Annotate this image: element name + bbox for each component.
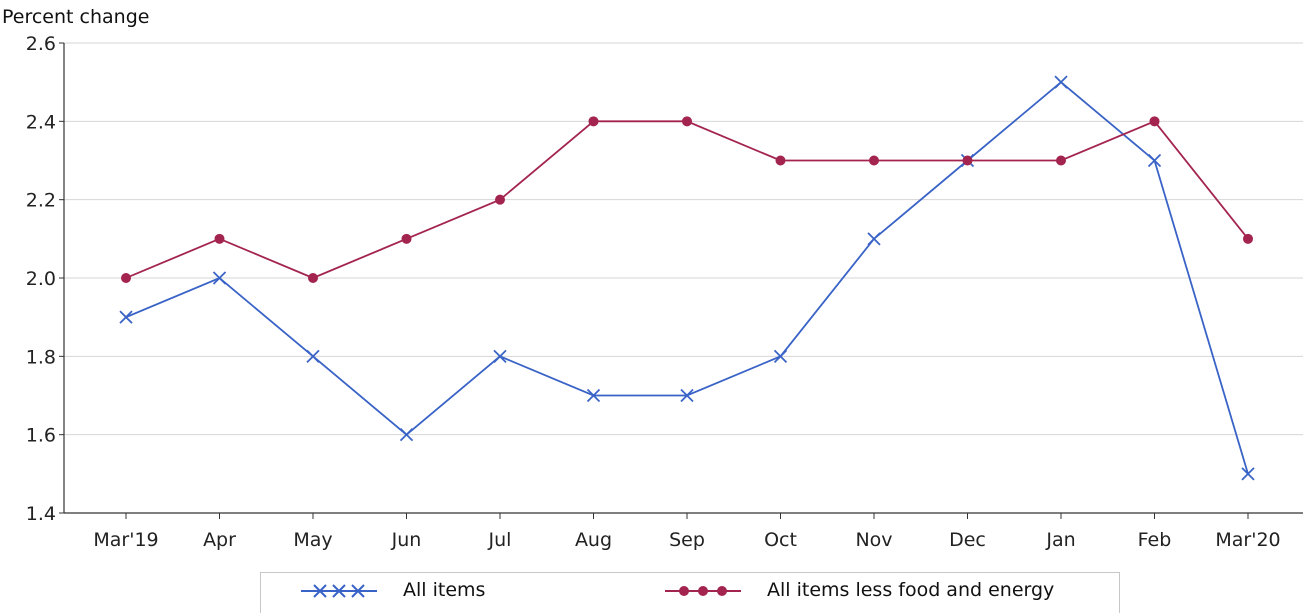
series (119, 75, 1255, 481)
x-tick-label: Feb (1138, 529, 1172, 551)
data-point (682, 116, 692, 127)
data-point (1243, 233, 1253, 244)
data-point (214, 233, 225, 244)
x-tick-label: Oct (764, 529, 797, 551)
series-all-items (119, 75, 1255, 481)
data-point (962, 155, 973, 166)
x-tick-label: Sep (669, 529, 705, 551)
x-tick-label: Aug (575, 529, 612, 551)
legend-label-core: All items less food and energy (767, 579, 1055, 601)
data-point (775, 155, 786, 166)
data-point (495, 194, 505, 205)
data-point (869, 155, 879, 166)
x-tick-label: Dec (949, 529, 986, 551)
data-point (493, 349, 507, 363)
dot-marker-line-icon (665, 586, 741, 596)
axes: 1.4 1.6 1.8 2.0 2.2 2.4 2.6 Mar'19 Apr May Jun Jul A… (26, 33, 1303, 551)
x-tick-label: Jun (391, 529, 422, 551)
series-core (121, 116, 1253, 283)
legend: All items All items less food and energy (260, 572, 1120, 613)
data-point (1149, 116, 1160, 127)
data-point (588, 116, 599, 127)
y-tick-label: 2.2 (26, 190, 56, 212)
data-point (401, 233, 412, 244)
data-point (586, 388, 601, 403)
data-point (867, 232, 881, 246)
x-tick-label: Nov (855, 529, 892, 551)
x-tick-label: Jul (488, 529, 512, 551)
y-tick-label: 1.8 (26, 346, 56, 368)
y-tick-label: 2.6 (26, 33, 56, 55)
y-axis-label: Percent change (2, 6, 150, 28)
data-point (399, 428, 414, 442)
y-tick-label: 1.6 (26, 425, 56, 447)
y-tick-label: 2.0 (26, 268, 56, 290)
x-marker-line-icon (301, 584, 377, 598)
x-tick-label: Mar'20 (1215, 529, 1280, 551)
data-point (680, 388, 694, 403)
x-tick-label: Apr (203, 529, 236, 551)
data-point (119, 310, 133, 324)
data-point (212, 271, 227, 285)
legend-label-all-items: All items (403, 579, 486, 601)
x-tick-label: Mar'19 (93, 529, 158, 551)
data-point (773, 349, 788, 363)
data-point (306, 349, 320, 363)
data-point (1056, 155, 1066, 166)
data-point (1054, 75, 1068, 89)
y-tick-label: 1.4 (26, 503, 56, 525)
data-point (1147, 153, 1162, 168)
data-point (121, 273, 131, 283)
data-point (1241, 467, 1255, 481)
x-tick-label: May (293, 529, 332, 551)
line-chart: 1.4 1.6 1.8 2.0 2.2 2.4 2.6 Mar'19 Apr May Jun Jul A… (26, 33, 1303, 551)
grid-lines (64, 42, 1303, 436)
y-tick-label: 2.4 (26, 111, 56, 133)
data-point (308, 273, 318, 283)
x-tick-label: Jan (1045, 529, 1075, 551)
